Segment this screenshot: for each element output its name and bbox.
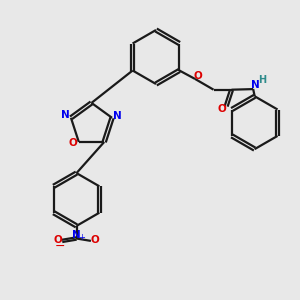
Text: +: + — [78, 233, 85, 242]
Text: O: O — [91, 235, 100, 245]
Text: −: − — [55, 240, 65, 253]
Text: N: N — [61, 110, 70, 120]
Text: N: N — [113, 111, 122, 121]
Text: N: N — [72, 230, 81, 240]
Text: O: O — [68, 139, 77, 148]
Text: N: N — [251, 80, 260, 90]
Text: O: O — [53, 235, 62, 245]
Text: O: O — [194, 71, 203, 81]
Text: H: H — [258, 75, 266, 85]
Text: O: O — [218, 103, 227, 114]
